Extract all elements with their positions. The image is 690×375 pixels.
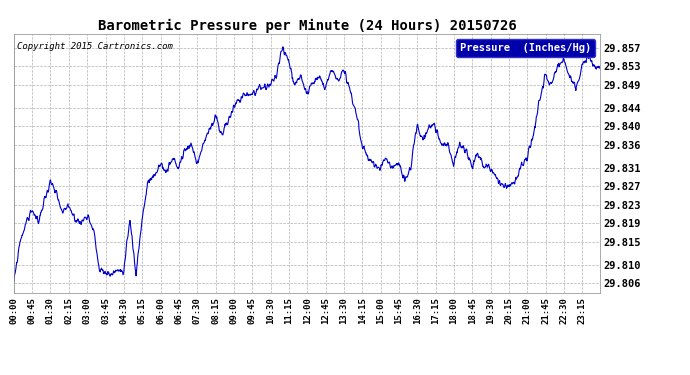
Legend: Pressure  (Inches/Hg): Pressure (Inches/Hg)	[455, 39, 595, 57]
Title: Barometric Pressure per Minute (24 Hours) 20150726: Barometric Pressure per Minute (24 Hours…	[98, 18, 516, 33]
Text: Copyright 2015 Cartronics.com: Copyright 2015 Cartronics.com	[17, 42, 172, 51]
